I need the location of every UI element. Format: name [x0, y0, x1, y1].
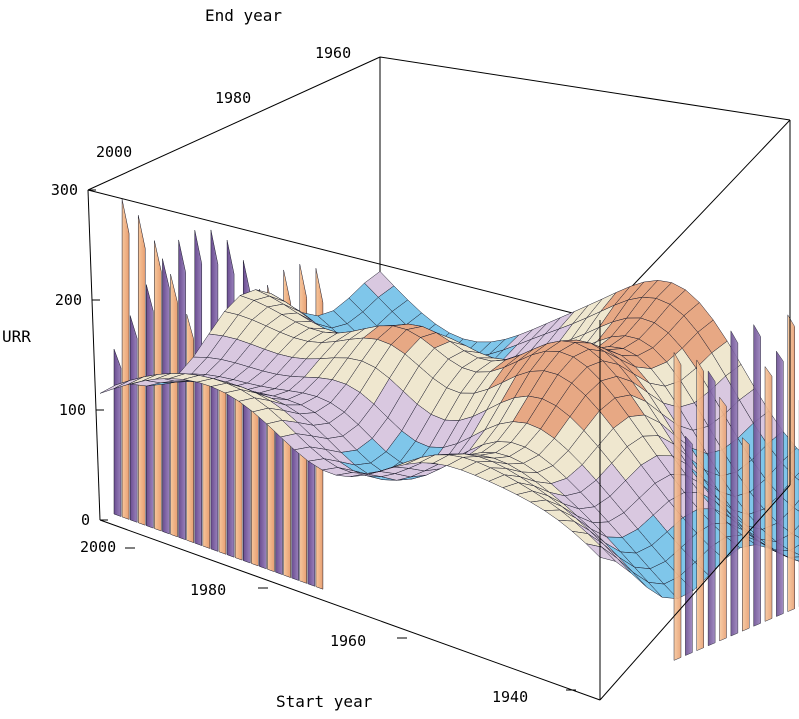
start-year-tick-label: 1940	[492, 688, 528, 706]
ticks-layer: 1960 1980 2000 2000 1980 1960 1940 0 100 200 300	[51, 44, 576, 706]
surface-wall-strip	[787, 313, 795, 613]
surface-wall-strip	[113, 348, 122, 517]
surface-wall-strip	[218, 369, 227, 555]
surface-wall-strip	[137, 215, 146, 526]
surface-wall-strip	[696, 359, 704, 652]
bounding-box-front	[87, 120, 791, 701]
start-year-tick-label: 1960	[330, 632, 366, 650]
surface-wall-strip	[673, 351, 682, 661]
surface-wall-strip	[146, 284, 154, 529]
surface-wall-strip	[685, 435, 693, 656]
surface-wall-strip	[129, 315, 138, 523]
surface-wall-strip	[154, 240, 162, 532]
urr-tick-label: 100	[59, 401, 86, 419]
surface-wall-strip	[730, 329, 739, 637]
surface-patch	[792, 499, 799, 512]
surface-wall-strip	[162, 258, 170, 535]
surface-wall-strip	[186, 314, 194, 544]
surface-wall-strip	[226, 240, 235, 558]
end-year-axis-label: End year	[205, 6, 282, 25]
end-year-tick-label: 2000	[96, 143, 132, 161]
surface-wall-strip	[178, 239, 186, 541]
urr-tick-label: 300	[51, 181, 78, 199]
surface-wall-strip	[776, 350, 784, 617]
surface-wall-strip	[202, 357, 211, 549]
surface-wall-strip	[121, 199, 130, 520]
surface-layer	[99, 199, 799, 661]
surface-patch	[794, 472, 799, 481]
surface-wall-strip	[210, 229, 219, 552]
start-year-tick-label: 1980	[190, 581, 226, 599]
start-year-tick-label: 2000	[80, 538, 116, 556]
urr-axis-label: URR	[2, 327, 31, 346]
surface-wall-strip	[719, 396, 727, 642]
end-year-tick-label: 1960	[315, 44, 351, 62]
surface-wall-strip	[707, 370, 716, 647]
urr-tick-label: 200	[55, 291, 82, 309]
surface-wall-strip	[194, 229, 203, 546]
surface-patch	[585, 543, 617, 562]
surface-wall-strip	[764, 365, 773, 622]
surface-wall-strip	[170, 274, 178, 538]
surface-wall-strip	[753, 323, 761, 627]
start-year-axis-label: Start year	[276, 692, 373, 711]
end-year-tick-label: 1980	[215, 89, 251, 107]
urr-tick-label: 0	[81, 511, 90, 529]
